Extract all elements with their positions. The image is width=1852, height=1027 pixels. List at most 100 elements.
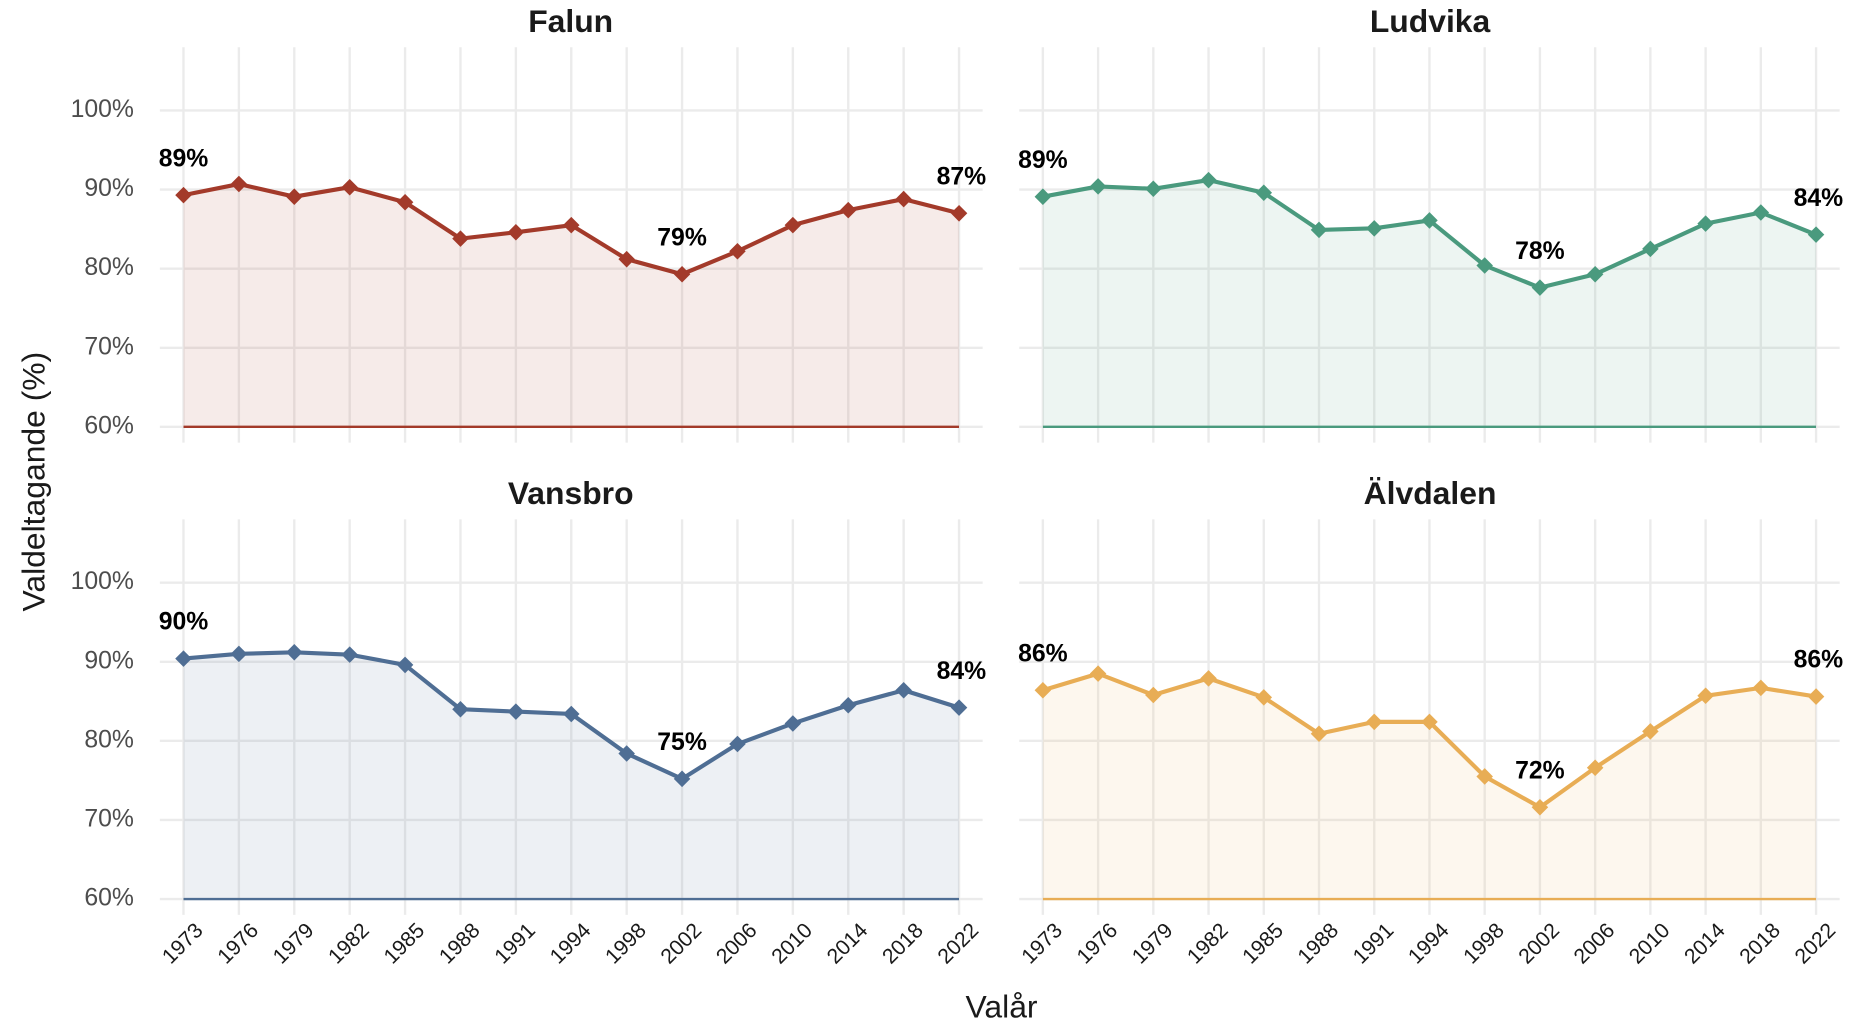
- area: [183, 184, 960, 427]
- point: [1586, 265, 1604, 283]
- data-label: 90%: [159, 609, 209, 636]
- y-tick-label: 90%: [84, 647, 134, 674]
- panel-title: Ludvika: [1370, 3, 1491, 39]
- area: [183, 652, 960, 900]
- point: [1310, 725, 1328, 743]
- point: [618, 745, 635, 762]
- point: [341, 646, 358, 663]
- point: [784, 715, 802, 732]
- data-label: 86%: [1794, 647, 1844, 674]
- x-tick-label: 1985: [1238, 918, 1288, 968]
- point: [175, 186, 192, 204]
- panel-title: Vansbro: [508, 475, 634, 511]
- area: [1042, 673, 1817, 900]
- data-label: 87%: [937, 163, 987, 190]
- x-tick-label: 1985: [379, 918, 429, 968]
- point: [1752, 679, 1770, 697]
- x-tick-label: 1979: [268, 918, 318, 968]
- data-label: 72%: [1515, 757, 1565, 784]
- x-tick-label: 1979: [1127, 918, 1177, 968]
- point: [673, 265, 691, 283]
- point: [673, 770, 691, 788]
- point: [729, 735, 746, 753]
- y-tick-label: 100%: [71, 568, 134, 595]
- x-tick-label: 2006: [1569, 918, 1619, 968]
- y-tick-label: 80%: [84, 726, 134, 753]
- point: [1365, 713, 1383, 731]
- x-tick-label: 2018: [877, 918, 927, 968]
- point: [1752, 204, 1770, 221]
- y-tick-label: 60%: [84, 885, 134, 912]
- x-tick-label: 2002: [656, 918, 706, 968]
- x-tick-label: 1982: [324, 918, 374, 968]
- x-tick-label: 1976: [213, 918, 263, 968]
- point: [784, 216, 802, 234]
- point: [286, 188, 303, 205]
- point: [1255, 689, 1273, 706]
- x-tick-label: 2010: [1624, 918, 1674, 968]
- data-label: 89%: [1018, 147, 1068, 174]
- x-tick-label: 1988: [434, 918, 484, 968]
- x-tick-label: 1973: [1017, 918, 1067, 968]
- x-tick-label: 2010: [767, 918, 817, 968]
- x-tick-label: 1994: [545, 918, 596, 969]
- x-tick-label: 1982: [1182, 918, 1232, 968]
- x-tick-label: 2022: [1790, 918, 1840, 968]
- x-tick-label: 1976: [1072, 918, 1122, 968]
- point: [175, 650, 192, 667]
- data-label: 78%: [1515, 238, 1565, 265]
- x-tick-label: 1991: [490, 918, 540, 968]
- y-tick-label: 80%: [84, 254, 134, 281]
- x-tick-label: 1988: [1293, 918, 1343, 968]
- data-label: 89%: [159, 145, 209, 172]
- data-label: 75%: [657, 729, 707, 756]
- y-tick-label: 90%: [84, 175, 134, 202]
- y-axis-label: Valdeltagande (%): [15, 352, 51, 612]
- x-tick-label: 1998: [1459, 918, 1509, 968]
- x-tick-label: 2002: [1514, 918, 1564, 968]
- x-tick-label: 1994: [1403, 918, 1454, 969]
- data-label: 79%: [657, 224, 707, 251]
- point: [1807, 688, 1825, 705]
- point: [1531, 279, 1549, 296]
- point: [839, 201, 857, 219]
- panel-title: Älvdalen: [1364, 475, 1497, 511]
- y-tick-label: 100%: [71, 96, 134, 123]
- x-tick-label: 1991: [1348, 918, 1398, 968]
- x-tick-label: 1998: [600, 918, 650, 968]
- x-tick-label: 2022: [933, 918, 983, 968]
- y-tick-label: 60%: [84, 412, 134, 439]
- point: [1642, 723, 1659, 740]
- data-label: 86%: [1018, 640, 1068, 667]
- data-label: 84%: [937, 658, 987, 685]
- x-axis-label: Valår: [966, 989, 1038, 1025]
- y-tick-label: 70%: [84, 333, 134, 360]
- x-tick-label: 1973: [157, 918, 207, 968]
- point: [950, 205, 968, 222]
- point: [230, 175, 248, 193]
- data-label: 84%: [1794, 185, 1844, 212]
- point: [729, 243, 746, 260]
- point: [1310, 221, 1328, 239]
- point: [895, 681, 912, 699]
- x-tick-label: 2018: [1735, 918, 1785, 968]
- point: [341, 178, 358, 196]
- point: [1365, 220, 1383, 237]
- point: [618, 250, 635, 268]
- y-tick-label: 70%: [84, 805, 134, 832]
- x-tick-label: 2014: [822, 918, 873, 969]
- x-tick-label: 2014: [1679, 918, 1730, 969]
- x-tick-label: 2006: [711, 918, 761, 968]
- point: [950, 699, 968, 716]
- point: [1807, 226, 1825, 243]
- point: [1697, 687, 1714, 705]
- point: [1255, 184, 1273, 202]
- point: [1476, 768, 1493, 785]
- point: [452, 700, 469, 718]
- panel-title: Falun: [528, 3, 613, 39]
- point: [1531, 799, 1549, 816]
- point: [507, 224, 525, 241]
- point: [839, 697, 857, 714]
- point: [1697, 215, 1714, 232]
